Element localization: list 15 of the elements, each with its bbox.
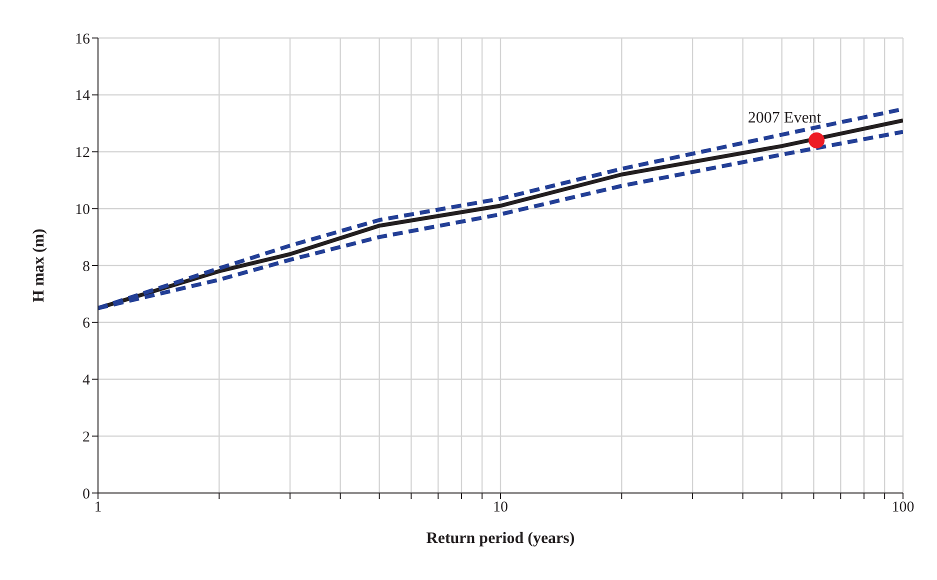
y-tick-label: 12 [75,145,90,162]
y-tick-label: 8 [82,258,90,275]
y-tick-label: 14 [75,88,90,104]
y-tick-label: 6 [82,316,90,332]
y-tick-label: 0 [82,486,90,502]
x-axis-title: Return period (years) [426,530,575,547]
y-tick-label: 10 [75,202,90,218]
x-tick-label: 10 [493,500,508,516]
y-tick-label: 16 [75,31,90,48]
annotation: 2007 Event [748,109,822,126]
y-tick-label: 4 [82,372,90,389]
x-tick-label: 100 [892,500,914,516]
x-tick-label: 1 [94,500,102,516]
y-axis-title: H max (m) [30,228,48,302]
y-tick-label: 2 [82,429,90,446]
